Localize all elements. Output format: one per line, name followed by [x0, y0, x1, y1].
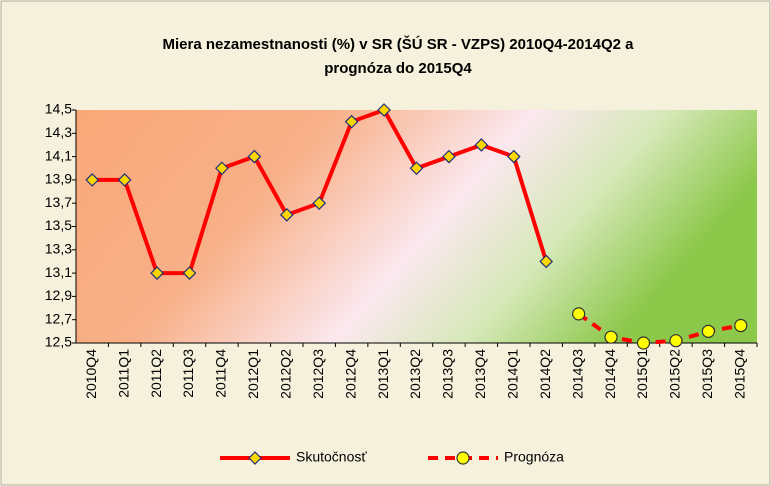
- x-tick-label: 2014Q4: [602, 349, 618, 399]
- x-tick-label: 2015Q4: [731, 349, 747, 399]
- marker: [150, 266, 164, 280]
- x-tick-label: 2013Q1: [375, 349, 391, 399]
- marker: [182, 266, 197, 280]
- x-tick-label: 2011Q1: [115, 349, 131, 398]
- x-tick-label: 2011Q4: [213, 349, 229, 398]
- x-tick-label: 2012Q2: [277, 349, 293, 399]
- marker: [248, 451, 262, 465]
- x-tick-label: 2013Q4: [472, 349, 488, 399]
- marker: [572, 307, 586, 321]
- marker: [442, 149, 456, 164]
- y-tick-label: 12,5: [45, 334, 72, 350]
- x-tick-label: 2011Q3: [180, 349, 196, 398]
- y-tick-label: 13,9: [45, 171, 72, 187]
- y-tick-label: 13,1: [45, 264, 72, 280]
- marker: [312, 196, 327, 211]
- x-tick-label: 2014Q2: [537, 349, 553, 399]
- marker: [117, 173, 132, 187]
- x-tick-label: 2012Q4: [342, 349, 358, 399]
- marker: [215, 161, 229, 176]
- marker: [456, 451, 470, 465]
- x-tick-label: 2015Q3: [699, 349, 715, 399]
- marker: [377, 103, 391, 117]
- y-tick-label: 13,7: [45, 194, 72, 210]
- marker: [409, 161, 424, 176]
- x-tick-label: 2012Q3: [310, 349, 326, 399]
- x-tick-label: 2013Q2: [407, 349, 423, 399]
- marker: [247, 149, 262, 164]
- x-tick-label: 2011Q2: [148, 349, 164, 398]
- marker: [734, 318, 748, 333]
- plot-area: [76, 110, 757, 343]
- y-tick-label: 12,7: [45, 310, 72, 326]
- marker: [506, 149, 521, 164]
- marker: [636, 336, 651, 350]
- y-tick-label: 14,1: [45, 147, 72, 163]
- marker: [344, 114, 359, 129]
- y-tick-label: 13,5: [45, 217, 72, 233]
- x-tick-label: 2013Q3: [440, 349, 456, 399]
- y-tick-label: 12,9: [45, 287, 72, 303]
- y-tick-label: 14,3: [45, 124, 72, 140]
- x-tick-label: 2014Q1: [504, 349, 520, 399]
- marker: [701, 324, 715, 338]
- marker: [604, 330, 618, 344]
- legend-label: Prognóza: [504, 449, 564, 465]
- x-tick-label: 2015Q1: [634, 349, 650, 399]
- marker: [85, 173, 100, 187]
- x-tick-label: 2014Q3: [569, 349, 585, 399]
- y-tick-label: 14,5: [45, 101, 72, 117]
- x-tick-label: 2015Q2: [667, 349, 683, 399]
- marker: [279, 208, 294, 222]
- x-tick-label: 2010Q4: [83, 349, 99, 399]
- marker: [669, 334, 683, 348]
- marker: [474, 138, 489, 152]
- marker: [539, 254, 554, 269]
- chart-title: Miera nezamestnanosti (%) v SR (ŠÚ SR - …: [163, 35, 635, 53]
- chart-title: prognóza do 2015Q4: [324, 60, 472, 77]
- x-tick-label: 2012Q1: [245, 349, 261, 399]
- y-tick-label: 13,3: [45, 241, 72, 257]
- legend-label: Skutočnosť: [296, 449, 367, 465]
